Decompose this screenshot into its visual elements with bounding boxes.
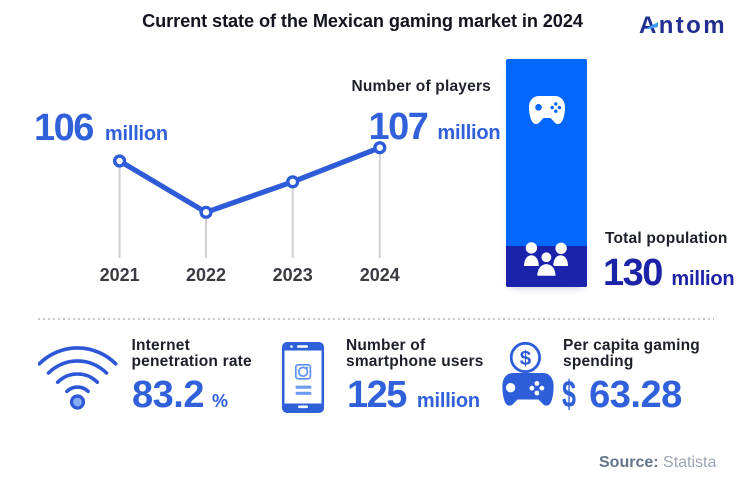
svg-text:$: $ [520, 347, 532, 370]
